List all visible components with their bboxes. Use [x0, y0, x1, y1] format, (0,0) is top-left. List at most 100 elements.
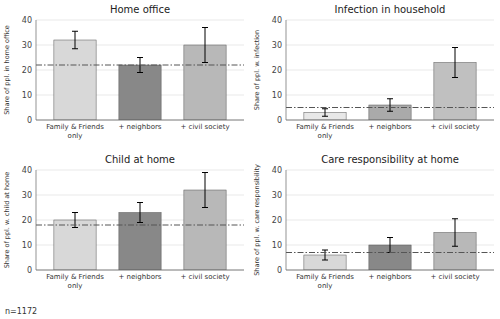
error-stem [325, 109, 326, 117]
y-tick-label: 10 [272, 241, 282, 250]
error-cap [322, 116, 328, 117]
y-tick-label: 10 [22, 91, 32, 100]
x-tick-label: Family & Friendsonly [296, 273, 354, 290]
error-stem [205, 173, 206, 208]
x-tick-label-line: + civil society [180, 123, 229, 131]
error-stem [455, 48, 456, 78]
error-cap [137, 72, 143, 73]
panel: Child at home Share of ppl. w. child at h… [3, 154, 244, 290]
y-tick-label: 10 [272, 91, 282, 100]
grid-line [286, 120, 494, 121]
grid-line [36, 120, 244, 121]
panel: Care responsibility at homeShare of ppl.… [253, 154, 494, 290]
x-tick-label-line: + neighbors [369, 273, 412, 281]
grid-line [286, 170, 494, 171]
error-cap [387, 237, 393, 238]
error-bar [72, 31, 78, 49]
error-bar [202, 173, 208, 208]
grid-line [286, 45, 494, 46]
y-tick-label: 40 [22, 16, 32, 25]
x-tick-label: + civil society [180, 123, 229, 131]
average-line [286, 252, 494, 253]
x-tick-label-line: Family & Friends [46, 273, 104, 281]
error-stem [325, 250, 326, 260]
y-tick-label: 20 [272, 66, 282, 75]
error-cap [137, 57, 143, 58]
x-tick-label: Family & Friendsonly [46, 273, 104, 290]
y-axis-line [36, 170, 37, 270]
x-tick-label-line: Family & Friends [296, 273, 354, 281]
error-bar [322, 250, 328, 260]
x-tick-label-line: only [318, 132, 333, 140]
x-tick-label: + civil society [180, 273, 229, 281]
average-line [36, 65, 244, 66]
error-stem [390, 99, 391, 112]
x-tick-label: + civil society [430, 273, 479, 281]
bar [54, 40, 96, 120]
error-bar [322, 109, 328, 117]
x-tick-label-line: Family & Friends [296, 123, 354, 131]
x-tick-label: Family & Friendsonly [296, 123, 354, 140]
y-tick-label: 30 [22, 41, 32, 50]
x-tick-label: Family & Friendsonly [46, 123, 104, 140]
x-tick-label-line: + neighbors [119, 273, 162, 281]
error-cap [202, 27, 208, 28]
error-stem [455, 219, 456, 247]
y-tick-label: 0 [27, 116, 32, 125]
grid-line [286, 270, 494, 271]
error-stem [140, 203, 141, 223]
footnote: n=1172 [5, 307, 37, 316]
y-axis-label: Share of ppl. in home office [3, 25, 11, 115]
grid-line [36, 270, 244, 271]
y-tick-label: 30 [22, 191, 32, 200]
error-bar [202, 28, 208, 63]
title: Care responsibility at home [321, 154, 459, 165]
grid-line [36, 20, 244, 21]
average-line [286, 107, 494, 108]
y-tick-label: 10 [22, 241, 32, 250]
y-tick-label: 30 [272, 41, 282, 50]
error-bar [387, 238, 393, 253]
y-axis-label: Share of ppl. w. child at home [3, 172, 11, 269]
bar [119, 65, 161, 120]
error-cap [452, 246, 458, 247]
marks [286, 48, 494, 121]
error-cap [387, 98, 393, 99]
error-cap [72, 48, 78, 49]
error-cap [72, 212, 78, 213]
y-tick-label: 20 [22, 66, 32, 75]
error-cap [452, 77, 458, 78]
x-axis-line [36, 270, 244, 271]
grid-line [286, 195, 494, 196]
x-axis-line [286, 270, 494, 271]
error-stem [75, 31, 76, 49]
y-tick-label: 20 [272, 216, 282, 225]
x-tick-label-line: + civil society [430, 123, 479, 131]
error-cap [137, 222, 143, 223]
y-tick-label: 0 [277, 266, 282, 275]
y-tick-label: 30 [272, 191, 282, 200]
marks [36, 28, 244, 121]
x-tick-label: + civil society [430, 123, 479, 131]
error-bar [452, 48, 458, 78]
error-cap [322, 108, 328, 109]
x-tick-label-line: only [68, 282, 83, 290]
grid-line [286, 220, 494, 221]
y-tick-label: 0 [277, 116, 282, 125]
title: Child at home [105, 154, 175, 165]
error-cap [137, 202, 143, 203]
grid-line [36, 170, 244, 171]
x-tick-label-line: + neighbors [369, 123, 412, 131]
average-line [36, 225, 244, 226]
error-cap [202, 172, 208, 173]
marks [286, 219, 494, 270]
x-tick-label: + neighbors [119, 123, 162, 131]
figure: Home office Share of ppl. in home office 0… [0, 0, 500, 319]
panel: Infection in householdShare of ppl. w. i… [253, 4, 494, 140]
title: Home office [110, 4, 170, 15]
x-tick-label-line: Family & Friends [46, 123, 104, 131]
x-tick-label-line: + civil society [180, 273, 229, 281]
title: Infection in household [335, 4, 446, 15]
y-tick-label: 40 [272, 166, 282, 175]
error-cap [72, 227, 78, 228]
